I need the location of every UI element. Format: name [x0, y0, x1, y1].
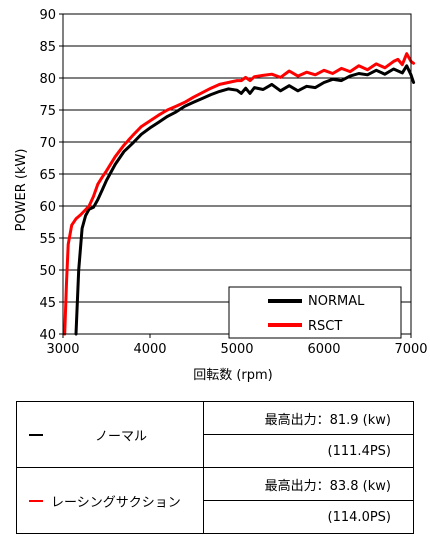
x-tick-4000: 4000	[133, 342, 166, 357]
x-tick-6000: 6000	[307, 342, 340, 357]
series-line-normal	[74, 64, 416, 336]
max-output-normal: 最高出力：81.9 (kw)	[203, 401, 414, 435]
y-tick-45: 45	[39, 296, 56, 311]
y-tick-55: 55	[39, 232, 56, 247]
legend-label-rsct: RSCT	[308, 319, 342, 334]
series-lines	[63, 52, 416, 336]
gridlines	[63, 13, 411, 335]
y-tick-50: 50	[39, 264, 56, 279]
y-tick-90: 90	[39, 8, 56, 23]
legend: NORMAL RSCT	[228, 286, 402, 339]
series-swatch-racing	[29, 499, 43, 502]
x-tick-5000: 5000	[220, 342, 253, 357]
x-tick-labels: 3000 4000 5000 6000 7000	[46, 334, 428, 357]
y-tick-65: 65	[39, 168, 56, 183]
x-axis-title: 回転数 (rpm)	[193, 368, 273, 383]
series-swatch-normal	[29, 433, 43, 436]
y-tick-40: 40	[39, 328, 56, 343]
series-name-cell: ノーマル	[16, 401, 204, 468]
ps-normal: (111.4PS)	[203, 434, 414, 468]
y-tick-60: 60	[39, 200, 56, 215]
series-line-rsct	[63, 52, 416, 336]
power-chart: 40 45 50 55 60 65 70 75 80 85 90 3000 4000 5000 6000 7…	[14, 8, 428, 383]
series-name-racing: レーシングサクション	[51, 495, 181, 510]
y-tick-labels: 40 45 50 55 60 65 70 75 80 85 90	[39, 8, 63, 343]
summary-row-racing: レーシングサクション 最高出力：83.8 (kw)	[16, 467, 414, 534]
y-tick-75: 75	[39, 104, 56, 119]
x-tick-7000: 7000	[394, 342, 427, 357]
series-name-normal: ノーマル	[95, 429, 148, 444]
y-tick-85: 85	[39, 40, 56, 55]
legend-label-normal: NORMAL	[308, 294, 365, 309]
x-tick-3000: 3000	[46, 342, 79, 357]
max-output-racing: 最高出力：83.8 (kw)	[203, 467, 414, 501]
series-name-cell: レーシングサクション	[16, 467, 204, 534]
y-tick-80: 80	[39, 72, 56, 87]
y-axis-title: POWER (kW)	[14, 149, 29, 232]
summary-row-normal: ノーマル 最高出力：81.9 (kw)	[16, 401, 414, 468]
ps-racing: (114.0PS)	[203, 500, 414, 534]
legend-box	[228, 286, 402, 339]
summary-row-racing-ps: (114.0PS)	[17, 500, 414, 534]
y-tick-70: 70	[39, 136, 56, 151]
summary-table: ノーマル 最高出力：81.9 (kw) (111.4PS) レーシングサクション…	[16, 401, 414, 534]
